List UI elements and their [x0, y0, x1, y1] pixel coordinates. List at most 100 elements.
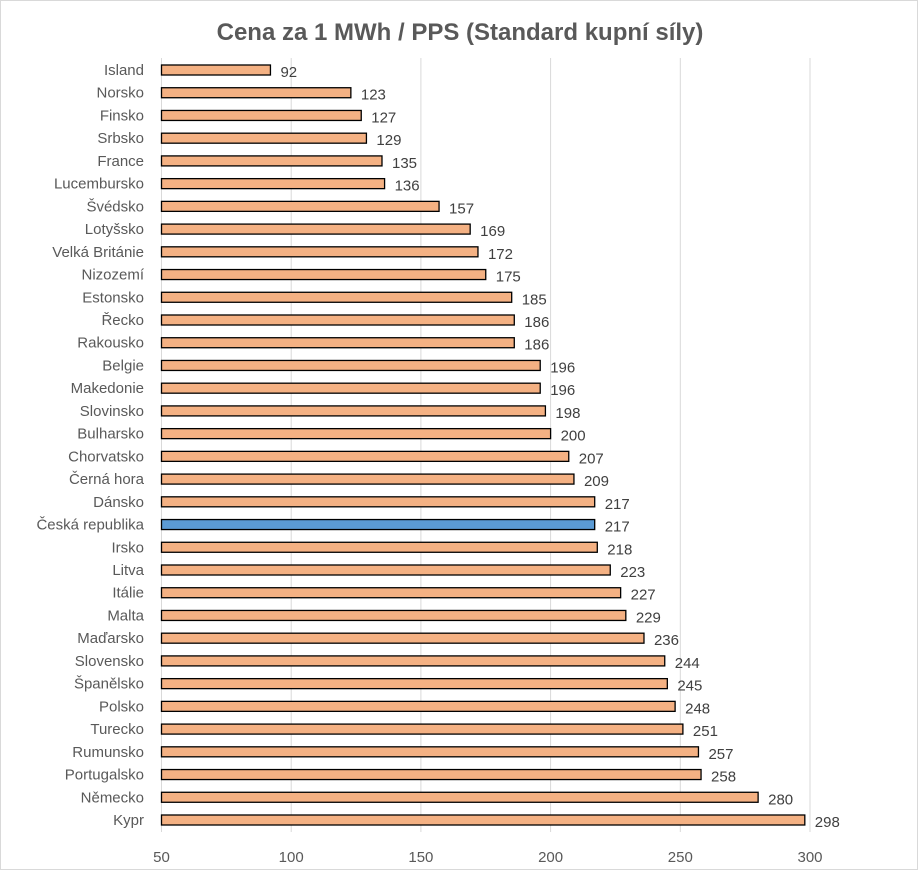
bar	[160, 518, 596, 531]
data-label: 217	[605, 496, 630, 513]
bar	[160, 132, 368, 144]
data-label: 135	[392, 155, 417, 172]
bar	[160, 496, 596, 508]
data-label: 223	[620, 564, 645, 581]
category-label: Španělsko	[74, 676, 144, 693]
bar	[160, 64, 272, 76]
category-label: Bulharsko	[77, 426, 144, 443]
category-label: France	[97, 153, 144, 170]
bar	[160, 223, 471, 235]
bar	[160, 382, 541, 394]
bar	[160, 337, 515, 349]
data-label: 196	[550, 359, 575, 376]
category-label: Estonsko	[82, 289, 144, 306]
data-label: 169	[480, 223, 505, 240]
x-tick-label: 150	[408, 849, 433, 866]
bar	[160, 427, 552, 440]
bar	[160, 768, 702, 781]
category-label: Chorvatsko	[68, 448, 144, 465]
bar	[160, 632, 645, 644]
category-label: Malta	[107, 607, 144, 624]
data-label: 257	[708, 746, 733, 763]
bar	[160, 268, 487, 281]
category-label: Švédsko	[86, 198, 144, 215]
bar	[160, 359, 541, 372]
category-label: Lucembursko	[54, 176, 144, 193]
category-label: Slovinsko	[80, 403, 144, 420]
category-label: Rumunsko	[72, 744, 144, 761]
x-tick-label: 200	[538, 849, 563, 866]
bar	[160, 587, 622, 599]
data-label: 200	[561, 428, 586, 445]
bar	[160, 291, 513, 303]
bar	[160, 677, 668, 690]
category-label: Lotyšsko	[85, 221, 144, 238]
category-label: Maďarsko	[77, 630, 144, 647]
bar	[160, 405, 547, 417]
category-label: Polsko	[99, 698, 144, 715]
data-label: 185	[522, 291, 547, 308]
data-label: 244	[675, 655, 700, 672]
bar	[160, 541, 598, 553]
data-label: 229	[636, 609, 661, 626]
bar	[160, 109, 362, 122]
category-label: Norsko	[96, 85, 144, 102]
data-label: 245	[677, 678, 702, 695]
category-label: Dánsko	[93, 494, 144, 511]
category-label: Portugalsko	[65, 767, 144, 784]
data-label: 172	[488, 246, 513, 263]
data-label: 123	[361, 87, 386, 104]
category-label: Makedonie	[71, 380, 144, 397]
data-label: 198	[555, 405, 580, 422]
data-label: 280	[768, 791, 793, 808]
data-label: 136	[395, 178, 420, 195]
bar	[160, 155, 383, 167]
bar	[160, 450, 570, 463]
data-label: 92	[280, 64, 297, 81]
x-tick-label: 300	[797, 849, 822, 866]
data-label: 207	[579, 450, 604, 467]
category-label: Turecko	[90, 721, 144, 738]
data-label: 217	[605, 519, 630, 536]
bar	[160, 609, 627, 622]
bar	[160, 177, 386, 190]
data-label: 129	[376, 132, 401, 149]
category-label: Itálie	[112, 585, 144, 602]
bar	[160, 655, 666, 667]
data-label: 196	[550, 382, 575, 399]
x-tick-label: 250	[668, 849, 693, 866]
bar	[160, 314, 515, 326]
data-label: 227	[631, 587, 656, 604]
bar	[160, 700, 676, 713]
category-label: Rakousko	[77, 335, 144, 352]
data-label: 186	[524, 314, 549, 331]
category-label: Slovensko	[75, 653, 144, 670]
data-label: 157	[449, 200, 474, 217]
data-label: 209	[584, 473, 609, 490]
x-tick-label: 50	[153, 849, 170, 866]
category-label: Litva	[112, 562, 144, 579]
data-label: 298	[815, 814, 840, 831]
bar	[160, 200, 440, 213]
category-label: Island	[104, 62, 144, 79]
bar	[160, 564, 611, 576]
category-label: Velká Británie	[52, 244, 144, 261]
category-label: Řecko	[101, 312, 144, 329]
category-label: Německo	[81, 789, 144, 806]
category-label: Belgie	[102, 357, 144, 374]
data-label: 258	[711, 769, 736, 786]
data-label: 127	[371, 109, 396, 126]
bar	[160, 791, 759, 803]
x-tick-label: 100	[279, 849, 304, 866]
category-label: Finsko	[100, 107, 144, 124]
category-label: Srbsko	[97, 130, 144, 147]
bar	[160, 246, 479, 258]
data-label: 248	[685, 700, 710, 717]
category-label: Česká republika	[36, 517, 144, 534]
bar	[160, 473, 575, 485]
category-label: Nizozemí	[81, 267, 144, 284]
category-label: Kypr	[113, 812, 144, 829]
data-label: 251	[693, 723, 718, 740]
chart-title: Cena za 1 MWh / PPS (Standard kupní síly…	[216, 19, 704, 46]
